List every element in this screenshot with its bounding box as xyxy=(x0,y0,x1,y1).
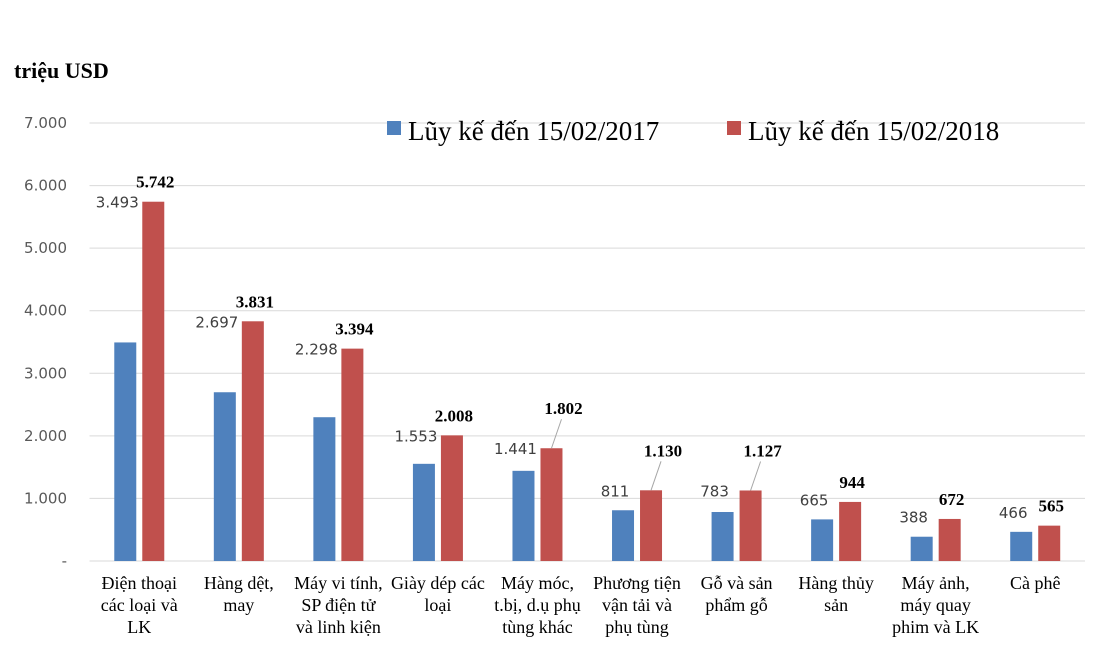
bar-2017 xyxy=(711,512,734,561)
bar-2018 xyxy=(640,490,663,561)
category-label: Điện thoại xyxy=(102,573,177,593)
bar-2017 xyxy=(512,470,535,561)
category-label: các loại và xyxy=(101,595,178,615)
category-label: vận tải và xyxy=(602,595,672,615)
category-label: phụ tùng xyxy=(605,617,669,637)
bar-2017 xyxy=(910,536,933,561)
bar-2018 xyxy=(241,321,264,561)
leader-line xyxy=(551,419,562,449)
bar-2017 xyxy=(213,392,236,561)
bar-2018 xyxy=(341,348,364,561)
bar-2017 xyxy=(612,510,635,561)
data-label: 1.553 xyxy=(394,427,437,445)
data-label: 1.441 xyxy=(494,440,537,458)
category-label: Giày dép các xyxy=(391,573,485,593)
legend-swatch-2018 xyxy=(727,121,741,135)
y-tick-label: - xyxy=(62,552,67,570)
data-label: 565 xyxy=(1038,497,1064,516)
data-label: 3.493 xyxy=(96,194,139,212)
data-label: 3.831 xyxy=(236,292,274,311)
y-tick-label: 2.000 xyxy=(24,427,67,445)
category-label: Hàng dệt, xyxy=(204,573,274,593)
data-label: 944 xyxy=(839,473,865,492)
bar-2018 xyxy=(938,518,961,561)
bar-2018 xyxy=(1038,525,1061,561)
data-label: 783 xyxy=(700,482,729,500)
bar-2018 xyxy=(839,501,862,561)
category-label: SP điện tử xyxy=(301,595,376,615)
legend: Lũy kế đến 15/02/2017 Lũy kế đến 15/02/2… xyxy=(387,116,999,146)
category-label: Cà phê xyxy=(1010,573,1060,593)
category-label: và linh kiện xyxy=(296,617,381,637)
y-tick-label: 3.000 xyxy=(24,364,67,382)
data-label: 466 xyxy=(999,504,1028,522)
data-label: 5.742 xyxy=(136,173,174,192)
category-label: phẩm gỗ xyxy=(705,595,768,615)
leader-line xyxy=(750,461,762,491)
category-label: Hàng thủy xyxy=(798,573,874,593)
data-label: 672 xyxy=(939,490,965,509)
category-label: phim và LK xyxy=(892,617,979,637)
category-label: t.bị, d.ụ phụ xyxy=(494,595,581,615)
unit-label: triệu USD xyxy=(14,58,109,83)
category-label: may xyxy=(223,595,254,615)
data-label: 811 xyxy=(601,482,630,500)
legend-label-2018: Lũy kế đến 15/02/2018 xyxy=(748,116,999,146)
bar-2017 xyxy=(1010,531,1033,561)
y-tick-label: 7.000 xyxy=(24,114,67,132)
category-label: Máy vi tính, xyxy=(294,573,383,593)
bar-2017 xyxy=(412,463,435,561)
category-label: Máy móc, xyxy=(501,573,574,593)
data-label: 1.127 xyxy=(743,441,782,460)
category-label: Gỗ và sản xyxy=(701,573,773,593)
data-label: 2.298 xyxy=(295,341,338,359)
category-label: loại xyxy=(424,595,451,615)
bar-2018 xyxy=(540,448,563,561)
data-label: 388 xyxy=(899,509,928,527)
legend-label-2017: Lũy kế đến 15/02/2017 xyxy=(408,116,659,146)
data-label: 2.697 xyxy=(195,313,238,331)
leader-line xyxy=(650,461,662,491)
bar-2017 xyxy=(114,342,137,561)
category-label: máy quay xyxy=(900,595,970,615)
category-label: tùng khác xyxy=(502,617,572,637)
data-label: 2.008 xyxy=(435,406,473,425)
data-label: 3.394 xyxy=(335,320,374,339)
bar-2018 xyxy=(739,490,762,561)
bar-2017 xyxy=(811,519,834,561)
data-label: 1.130 xyxy=(644,441,682,460)
category-label: Phương tiện xyxy=(593,573,681,593)
category-label: sản xyxy=(824,595,848,615)
legend-swatch-2017 xyxy=(387,121,401,135)
bar-2018 xyxy=(440,435,463,561)
category-label: LK xyxy=(127,617,151,637)
bar-2017 xyxy=(313,417,336,561)
bar-2018 xyxy=(142,201,165,562)
data-label: 1.802 xyxy=(544,399,582,418)
data-label: 665 xyxy=(800,491,829,509)
y-tick-label: 1.000 xyxy=(24,489,67,507)
y-tick-label: 6.000 xyxy=(24,177,67,195)
category-label: Máy ảnh, xyxy=(902,573,970,593)
y-tick-label: 5.000 xyxy=(24,239,67,257)
y-tick-label: 4.000 xyxy=(24,302,67,320)
